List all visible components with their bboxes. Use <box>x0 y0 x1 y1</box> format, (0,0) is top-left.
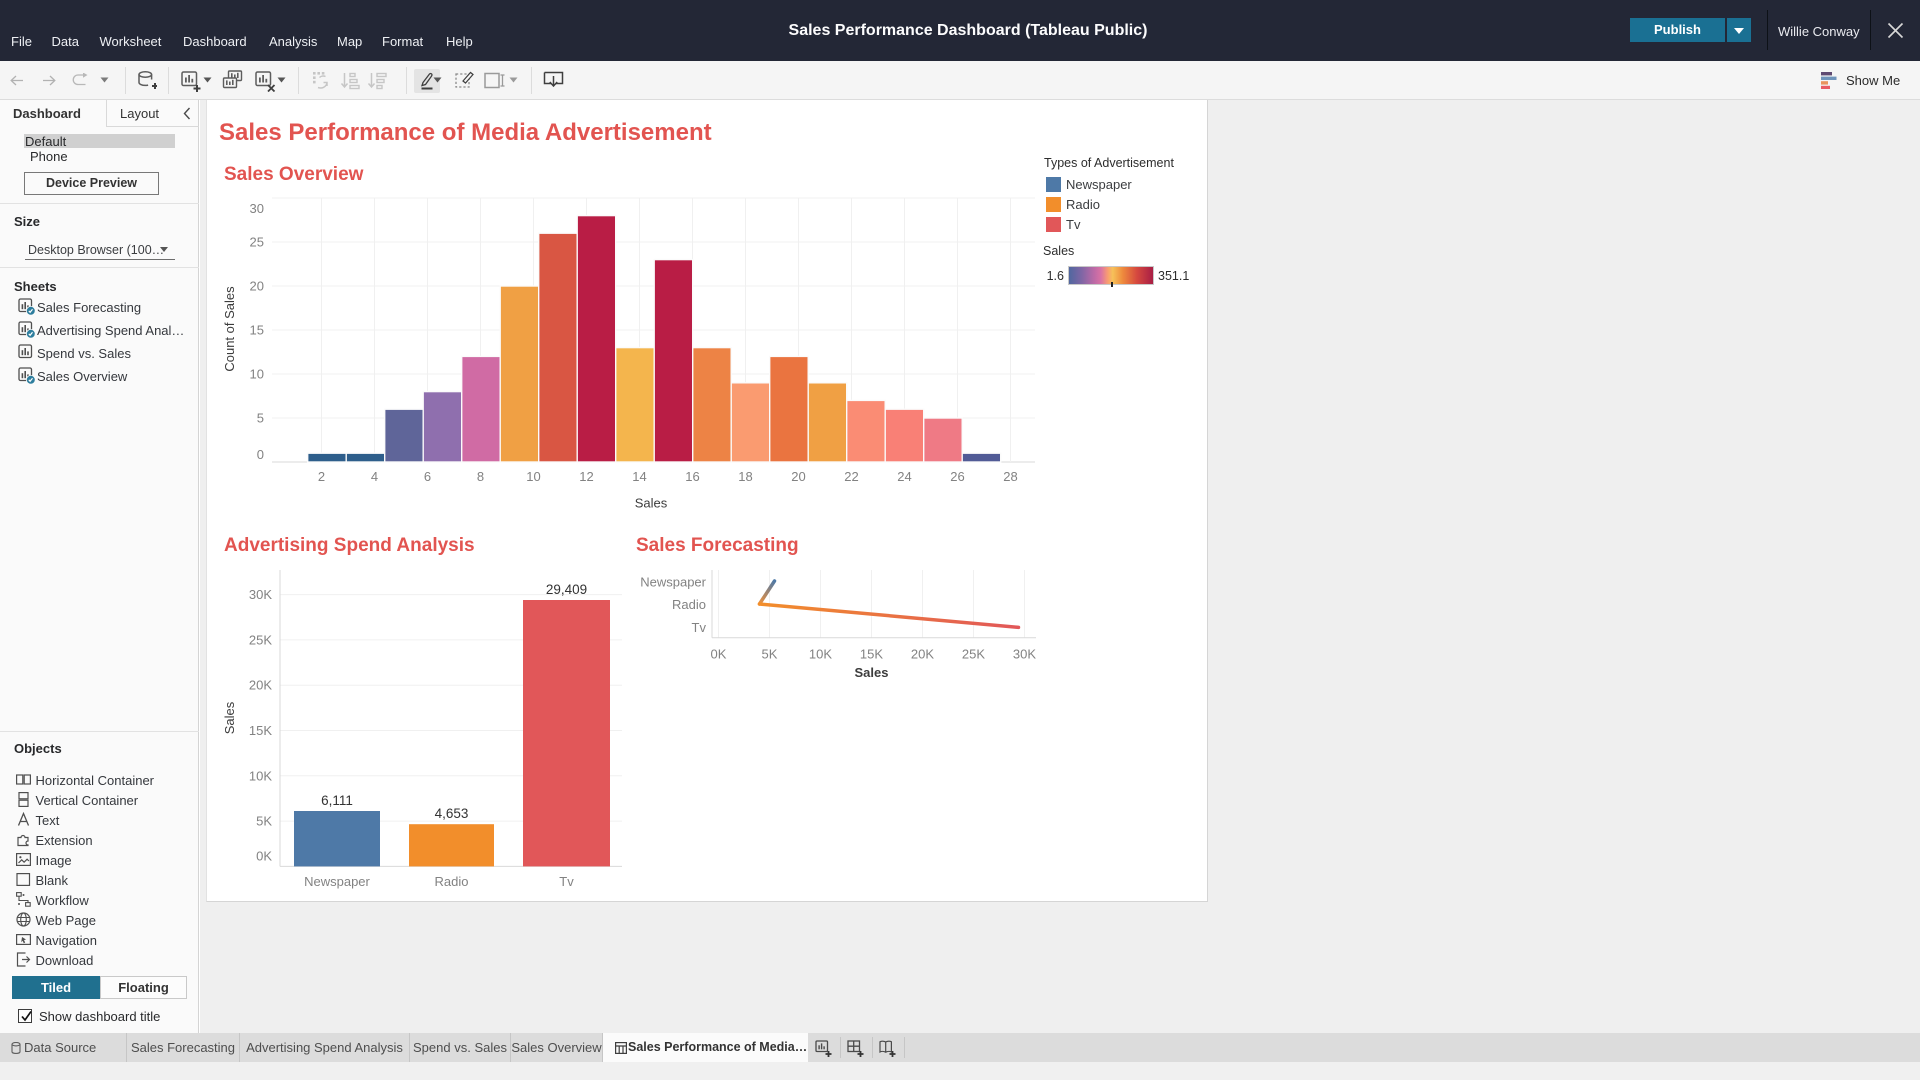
svg-text:10: 10 <box>250 367 264 382</box>
svg-text:6,111: 6,111 <box>321 793 353 808</box>
svg-text:0: 0 <box>257 447 264 462</box>
svg-text:24: 24 <box>897 469 911 484</box>
svg-text:8: 8 <box>477 469 484 484</box>
svg-text:4: 4 <box>371 469 378 484</box>
svg-text:20: 20 <box>250 279 264 294</box>
svg-text:Radio: Radio <box>672 597 706 612</box>
svg-text:Sales: Sales <box>222 701 237 734</box>
svg-text:10K: 10K <box>809 647 832 662</box>
svg-text:18: 18 <box>738 469 752 484</box>
svg-text:0K: 0K <box>256 849 272 864</box>
svg-text:15: 15 <box>250 323 264 338</box>
svg-text:26: 26 <box>950 469 964 484</box>
svg-text:30K: 30K <box>249 587 272 602</box>
svg-text:14: 14 <box>632 469 646 484</box>
svg-text:5K: 5K <box>762 647 778 662</box>
svg-text:Tv: Tv <box>692 620 707 635</box>
svg-text:Radio: Radio <box>435 874 469 889</box>
svg-text:Count of Sales: Count of Sales <box>222 286 237 372</box>
svg-text:12: 12 <box>579 469 593 484</box>
svg-text:Newspaper: Newspaper <box>304 874 370 889</box>
svg-text:10: 10 <box>526 469 540 484</box>
svg-text:16: 16 <box>685 469 699 484</box>
svg-text:15K: 15K <box>860 647 883 662</box>
svg-text:4,653: 4,653 <box>435 806 469 821</box>
svg-text:10K: 10K <box>249 768 272 783</box>
svg-text:25: 25 <box>250 235 264 250</box>
svg-text:28: 28 <box>1003 469 1017 484</box>
svg-text:2: 2 <box>318 469 325 484</box>
svg-text:22: 22 <box>844 469 858 484</box>
svg-text:25K: 25K <box>962 647 985 662</box>
svg-text:30K: 30K <box>1013 647 1036 662</box>
svg-text:20K: 20K <box>911 647 934 662</box>
svg-text:Newspaper: Newspaper <box>640 575 706 590</box>
svg-text:5: 5 <box>257 411 264 426</box>
svg-text:Tv: Tv <box>559 874 574 889</box>
svg-text:25K: 25K <box>249 632 272 647</box>
svg-text:Sales: Sales <box>855 665 889 680</box>
svg-text:20: 20 <box>791 469 805 484</box>
svg-text:Sales: Sales <box>635 496 668 511</box>
svg-text:6: 6 <box>424 469 431 484</box>
svg-text:20K: 20K <box>249 678 272 693</box>
svg-text:30: 30 <box>250 201 264 216</box>
svg-text:29,409: 29,409 <box>546 582 587 597</box>
svg-text:5K: 5K <box>256 814 272 829</box>
svg-text:15K: 15K <box>249 723 272 738</box>
svg-text:0K: 0K <box>711 647 727 662</box>
